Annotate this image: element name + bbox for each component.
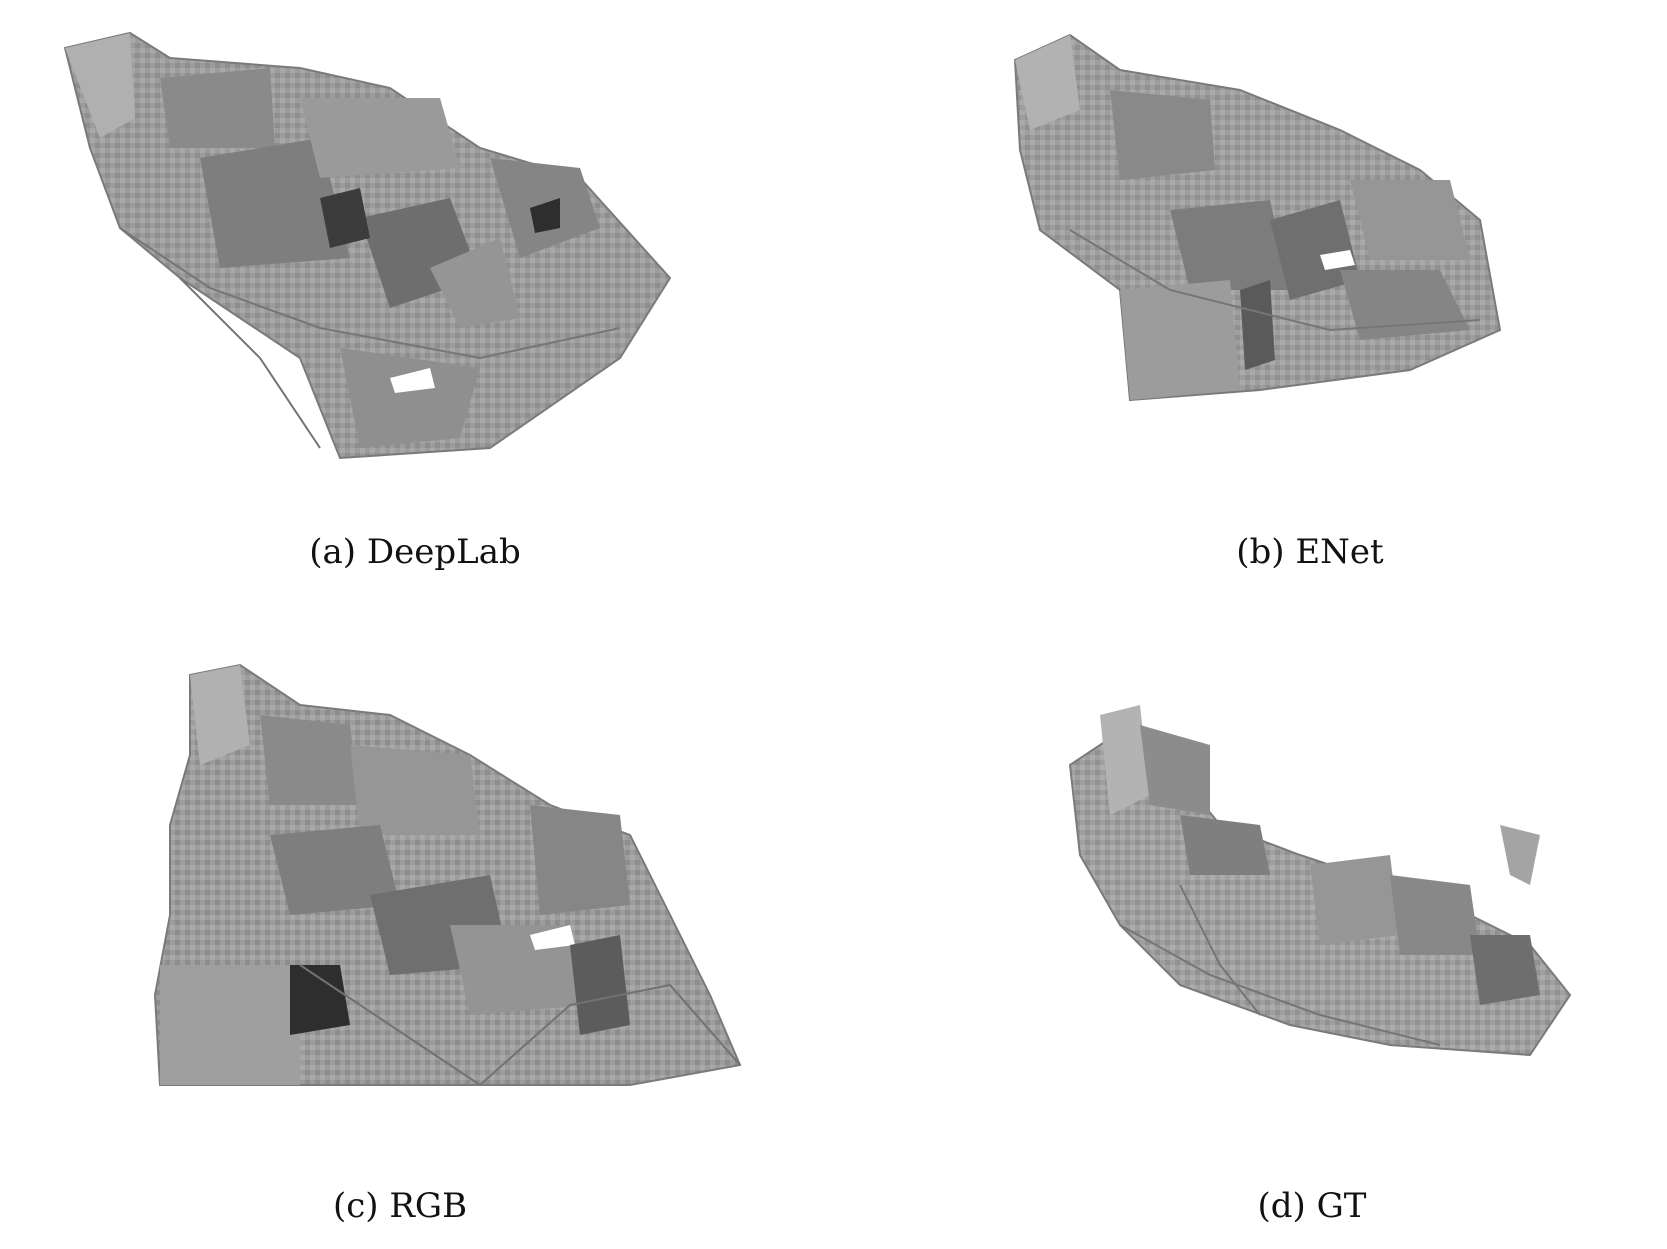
reconstruction-deeplab-image (63, 31, 672, 460)
caption-b: (b) ENet (1236, 532, 1384, 572)
caption-d: (d) GT (1257, 1186, 1367, 1226)
caption-a: (a) DeepLab (309, 532, 521, 572)
caption-c: (c) RGB (332, 1186, 468, 1226)
reconstruction-enet-image (1013, 33, 1502, 402)
reconstruction-gt-image (1068, 705, 1572, 1057)
reconstruction-rgb-image (153, 663, 742, 1086)
